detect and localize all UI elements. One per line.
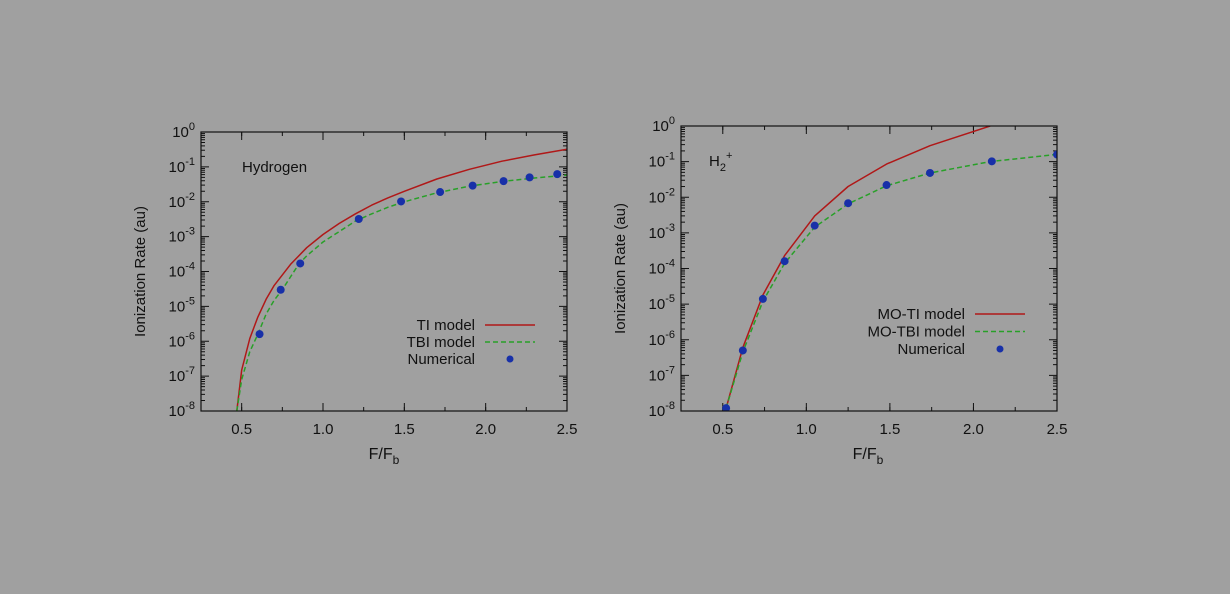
data-point xyxy=(468,181,477,190)
legend-label: MO-TBI model xyxy=(867,324,965,341)
chart-title: H2+ xyxy=(709,150,732,174)
data-point xyxy=(722,404,731,411)
series-line xyxy=(236,148,567,411)
x-tick-label: 1.5 xyxy=(879,421,900,438)
x-tick-label: 2.5 xyxy=(1047,421,1068,438)
y-tick-label: 10-3 xyxy=(649,222,675,242)
legend-label: Numerical xyxy=(407,351,475,368)
data-point xyxy=(810,221,819,230)
y-tick-label: 10-1 xyxy=(169,156,195,176)
data-point xyxy=(553,170,562,179)
y-tick-label: 10-4 xyxy=(649,258,675,278)
legend-label: TBI model xyxy=(407,334,475,351)
data-point xyxy=(844,199,853,208)
data-point xyxy=(987,157,996,166)
x-tick-label: 1.0 xyxy=(313,421,334,438)
data-point xyxy=(882,181,891,190)
x-tick-label: 1.0 xyxy=(796,421,817,438)
data-point xyxy=(255,330,264,339)
series-2 xyxy=(236,174,567,411)
data-point xyxy=(397,197,406,206)
data-point xyxy=(354,215,363,224)
series-line xyxy=(725,153,1057,409)
data-point xyxy=(436,188,445,197)
y-tick-label: 10-2 xyxy=(169,191,195,211)
data-point xyxy=(780,257,789,266)
y-tick-label: 10-5 xyxy=(169,295,195,315)
x-tick-label: 0.5 xyxy=(712,421,733,438)
y-tick-label: 10-7 xyxy=(169,365,195,385)
data-point xyxy=(525,173,534,182)
chart-1: 10-8 10-7 10-6 10-5 10-4 10-3 10-2 10-1 100 0.5 1.… xyxy=(132,121,577,467)
series-3 xyxy=(722,150,1057,411)
data-point xyxy=(925,168,934,177)
data-point xyxy=(738,346,747,355)
data-point xyxy=(296,259,305,268)
y-tick-label: 10-6 xyxy=(649,329,675,349)
y-axis-label: Ionization Rate (au) xyxy=(612,203,629,334)
y-axis-label: Ionization Rate (au) xyxy=(132,206,149,337)
series-line xyxy=(236,174,567,411)
x-tick-label: 2.0 xyxy=(963,421,984,438)
x-axis-label: F/Fb xyxy=(369,446,400,467)
series-3 xyxy=(255,170,562,339)
chart-2: 10-8 10-7 10-6 10-5 10-4 10-3 10-2 10-1 100 0.5 1.… xyxy=(612,115,1067,467)
y-tick-label: 10-2 xyxy=(649,186,675,206)
series-2 xyxy=(725,153,1057,409)
x-tick-label: 0.5 xyxy=(231,421,252,438)
x-axis-label: F/Fb xyxy=(853,446,884,467)
y-tick-label: 10-6 xyxy=(169,330,195,350)
y-tick-label: 10-7 xyxy=(649,364,675,384)
y-tick-label: 100 xyxy=(652,115,675,135)
y-tick-label: 10-8 xyxy=(649,400,675,420)
x-tick-label: 2.0 xyxy=(475,421,496,438)
legend-marker xyxy=(996,345,1004,353)
series-1 xyxy=(725,126,991,409)
plot-frame xyxy=(200,131,568,412)
y-tick-label: 10-1 xyxy=(649,151,675,171)
legend-label: Numerical xyxy=(897,341,965,358)
y-tick-label: 10-4 xyxy=(169,261,195,281)
data-point xyxy=(499,177,508,186)
x-tick-label: 2.5 xyxy=(557,421,578,438)
legend-label: MO-TI model xyxy=(877,306,965,323)
legend-marker xyxy=(506,355,514,363)
legend-label: TI model xyxy=(417,317,475,334)
y-tick-label: 10-8 xyxy=(169,400,195,420)
data-point xyxy=(276,285,285,294)
y-tick-label: 100 xyxy=(172,121,195,141)
series-1 xyxy=(236,148,567,411)
plot-frame xyxy=(680,125,1058,412)
series-line xyxy=(725,126,991,409)
data-point xyxy=(1053,150,1057,159)
y-tick-label: 10-5 xyxy=(649,293,675,313)
chart-title: Hydrogen xyxy=(242,159,307,176)
data-point xyxy=(758,294,767,303)
y-tick-label: 10-3 xyxy=(169,226,195,246)
x-tick-label: 1.5 xyxy=(394,421,415,438)
